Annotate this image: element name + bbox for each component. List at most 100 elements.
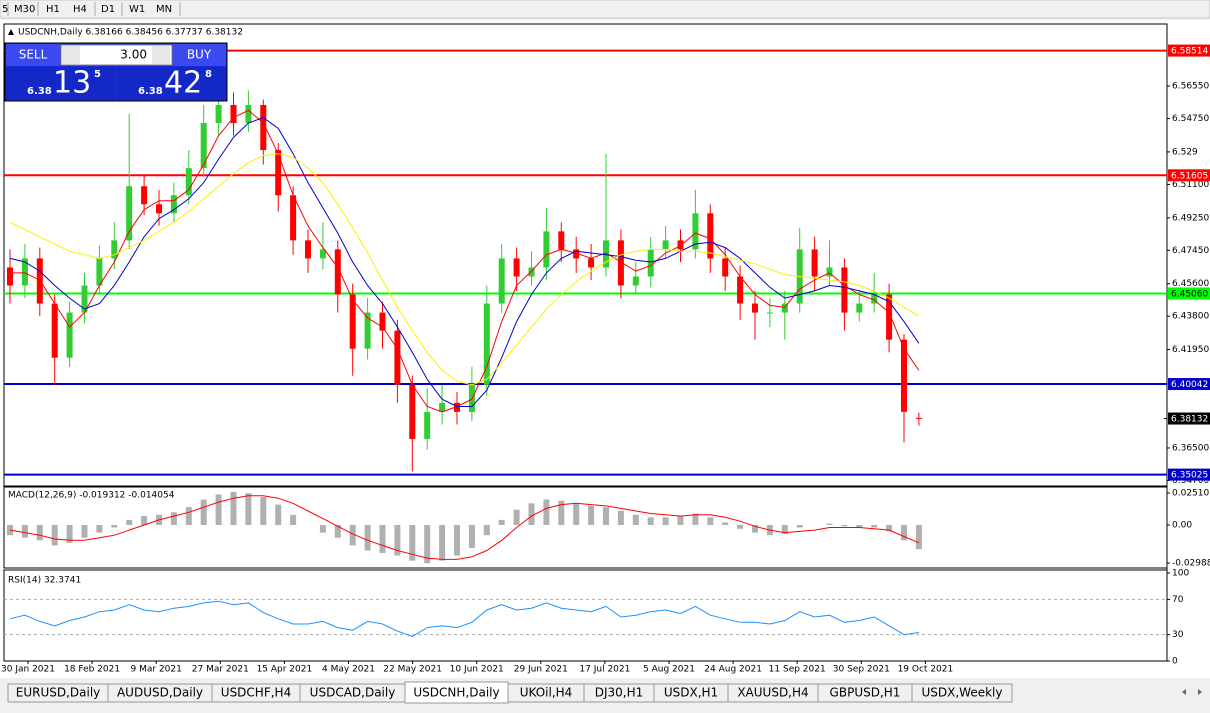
- candle-body: [394, 330, 401, 385]
- candle-body: [200, 123, 207, 169]
- x-tick-label: 30 Jan 2021: [1, 665, 55, 675]
- moving-average: [9, 153, 920, 386]
- macd-bar: [632, 514, 639, 525]
- price-fraction: 5: [94, 69, 101, 80]
- chart-tab[interactable]: [911, 683, 1013, 703]
- macd-bar: [81, 524, 88, 538]
- tab-label[interactable]: DJ30,H1: [595, 686, 644, 700]
- macd-bar: [290, 514, 297, 525]
- x-tick-label: 17 Jul 2021: [579, 665, 630, 675]
- macd-bar: [781, 524, 788, 534]
- tab-label[interactable]: XAUUSD,H4: [737, 686, 808, 700]
- y-tick-label: 6.34700: [1172, 476, 1209, 486]
- level-tag: [1168, 287, 1210, 300]
- level-label: 6.40042: [1171, 380, 1208, 390]
- sell-button[interactable]: [6, 44, 60, 66]
- tab-label[interactable]: EURUSD,Daily: [16, 686, 101, 700]
- candle-body: [290, 195, 297, 241]
- macd-bar: [111, 524, 118, 528]
- lot-input[interactable]: [60, 44, 173, 66]
- timeframe-button[interactable]: H4: [73, 4, 87, 15]
- indicator-title: RSI(14) 32.3741: [8, 576, 81, 586]
- tab-label[interactable]: USDX,Weekly: [922, 686, 1003, 700]
- rsi-line: [9, 600, 919, 637]
- candle-body: [871, 294, 878, 304]
- candle-body: [126, 186, 133, 241]
- candle-body: [752, 303, 758, 313]
- tab-scroll-right[interactable]: [1198, 689, 1202, 695]
- candle-body: [677, 240, 684, 250]
- tab-label[interactable]: USDX,H1: [664, 686, 718, 700]
- sell-label[interactable]: SELL: [19, 48, 48, 62]
- candle-body: [170, 195, 177, 214]
- candle-body: [51, 303, 58, 358]
- macd-bar: [677, 516, 684, 525]
- lot-down[interactable]: [62, 46, 80, 64]
- macd-bar: [617, 510, 624, 525]
- timeframe-button[interactable]: M30: [14, 4, 35, 15]
- macd-bar: [856, 524, 863, 528]
- y-tick-label: 6.49250: [1172, 213, 1209, 223]
- tab-label[interactable]: UKOil,H4: [520, 686, 573, 700]
- tab-scroll-left[interactable]: [1182, 689, 1186, 695]
- y-tick-label: 0.025108: [1172, 489, 1210, 499]
- macd-bar: [170, 512, 177, 525]
- macd-bar: [7, 524, 13, 536]
- chart-title-icon: [8, 29, 14, 35]
- candle-body: [409, 384, 416, 439]
- timeframe-button[interactable]: W1: [129, 4, 145, 15]
- candle-body: [81, 285, 88, 313]
- lot-up[interactable]: [152, 46, 170, 64]
- candle-body: [21, 258, 28, 286]
- macd-bar: [319, 524, 326, 533]
- candle-body: [707, 213, 714, 259]
- candle-body: [841, 267, 848, 313]
- candle-body: [215, 104, 222, 124]
- macd-bar: [230, 491, 237, 525]
- timeframe-button[interactable]: MN: [156, 4, 172, 15]
- macd-bar: [841, 524, 848, 527]
- tab-label[interactable]: GBPUSD,H1: [830, 686, 901, 700]
- candle-body: [379, 312, 386, 331]
- candle-body: [781, 303, 788, 313]
- macd-bar: [21, 524, 28, 538]
- x-tick-label: 5 Aug 2021: [643, 665, 695, 675]
- price-pips: 13: [53, 66, 91, 101]
- macd-bar: [379, 524, 386, 554]
- timeframe-button[interactable]: 5: [2, 4, 8, 15]
- level-label: 6.35025: [1171, 471, 1208, 481]
- level-tag: [1168, 468, 1210, 481]
- candle-body: [245, 104, 252, 124]
- candle-body: [766, 312, 773, 314]
- candle-body: [513, 258, 520, 277]
- macd-bar: [603, 507, 609, 525]
- candle-body: [275, 150, 282, 196]
- level-tag: [1168, 169, 1210, 182]
- candle-body: [588, 258, 595, 268]
- level-tag: [1168, 44, 1210, 57]
- timeframe-button[interactable]: H1: [46, 4, 60, 15]
- macd-bar: [707, 517, 714, 525]
- macd-bar: [364, 524, 371, 551]
- buy-label[interactable]: BUY: [187, 48, 212, 62]
- timeframe-button[interactable]: D1: [101, 4, 115, 15]
- macd-bar: [66, 524, 73, 543]
- macd-bar: [647, 517, 654, 525]
- candle-body: [96, 258, 103, 286]
- macd-bar: [796, 524, 803, 528]
- lot-value[interactable]: 3.00: [120, 48, 147, 62]
- y-tick-label: 6.54750: [1172, 114, 1209, 124]
- tab-label[interactable]: AUDUSD,Daily: [117, 686, 203, 700]
- tab-label[interactable]: USDCNH,Daily: [413, 686, 499, 700]
- candle-body: [692, 213, 699, 250]
- last-price-label: 6.38132: [1171, 415, 1208, 425]
- candle-body: [260, 104, 267, 151]
- tab-label[interactable]: USDCHF,H4: [221, 686, 291, 700]
- candle-body: [647, 249, 654, 277]
- tab-label[interactable]: USDCAD,Daily: [310, 686, 396, 700]
- candle-body: [305, 240, 311, 259]
- buy-button[interactable]: [173, 44, 226, 66]
- candle-body: [826, 267, 833, 277]
- level-tag: [1168, 378, 1210, 391]
